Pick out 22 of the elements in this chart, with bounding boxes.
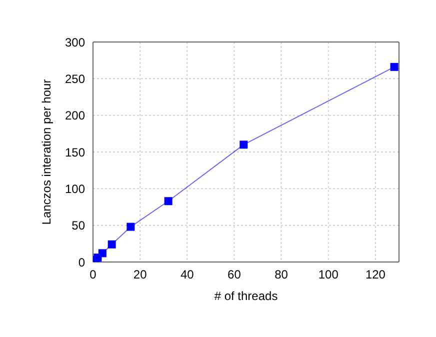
y-tick-label: 0 <box>78 255 86 270</box>
x-tick-label: 120 <box>365 268 386 282</box>
x-axis-title: # of threads <box>214 289 278 303</box>
y-tick-label: 250 <box>64 72 86 86</box>
x-tick-label: 60 <box>228 268 242 282</box>
y-tick-label: 300 <box>64 35 86 50</box>
x-tick-label: 80 <box>274 268 288 282</box>
y-tick-label: 100 <box>64 182 86 196</box>
point <box>98 249 106 258</box>
point <box>108 240 116 248</box>
y-tick-label: 150 <box>64 145 86 160</box>
point <box>164 197 172 206</box>
x-tick-label: 40 <box>180 268 194 282</box>
x-tick-label: 100 <box>318 268 339 282</box>
y-tick-label: 200 <box>64 108 86 123</box>
x-tick-label: 0 <box>90 268 97 282</box>
y-axis-title: Lanczos interation per hour <box>39 79 54 225</box>
point <box>126 222 135 231</box>
x-tick-label: 20 <box>133 268 148 282</box>
point <box>240 140 248 149</box>
y-tick-label: 50 <box>72 218 86 233</box>
point <box>390 62 398 71</box>
